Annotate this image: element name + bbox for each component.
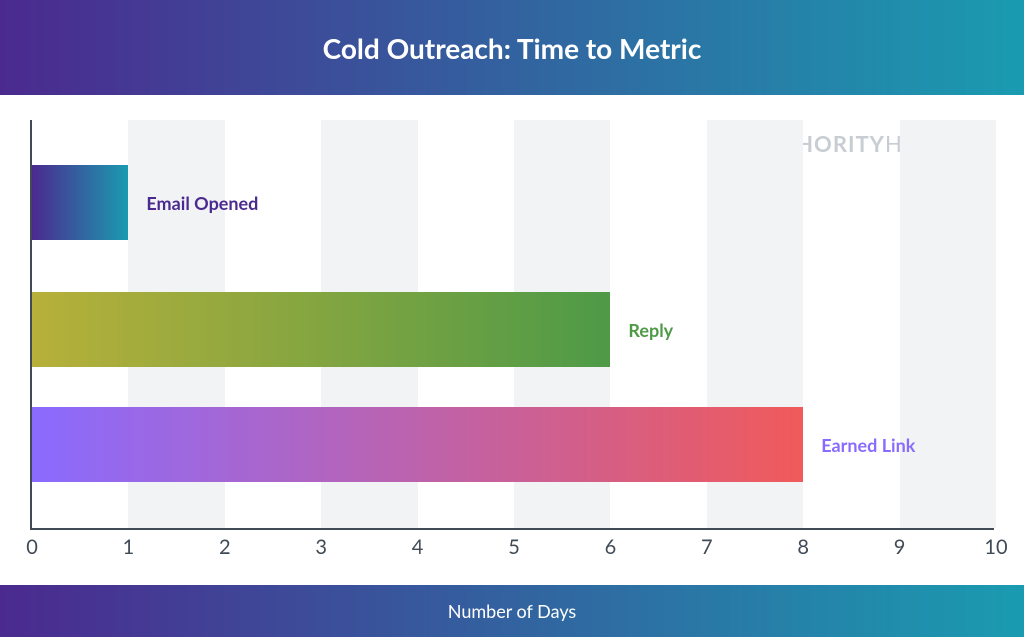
x-tick: 8: [797, 535, 809, 559]
x-tick: 7: [701, 535, 713, 559]
x-tick: 2: [219, 535, 231, 559]
x-tick: 1: [123, 535, 135, 559]
x-axis-label: Number of Days: [448, 600, 576, 622]
x-tick: 6: [605, 535, 617, 559]
x-tick: 0: [26, 535, 38, 559]
bar-label-email-opened: Email Opened: [146, 192, 258, 214]
chart-title: Cold Outreach: Time to Metric: [323, 31, 702, 65]
x-tick: 10: [984, 535, 1007, 559]
x-tick: 3: [315, 535, 327, 559]
footer: Number of Days: [0, 585, 1024, 637]
x-tick: 4: [412, 535, 424, 559]
grid-band: [900, 120, 996, 528]
bar-email-opened: [32, 165, 128, 240]
header: Cold Outreach: Time to Metric: [0, 0, 1024, 95]
bar-reply: [32, 292, 610, 367]
plot: Email OpenedReplyEarned Link012345678910: [30, 120, 994, 530]
bar-label-reply: Reply: [628, 319, 673, 341]
bar-earned-link: [32, 407, 803, 482]
bar-label-earned-link: Earned Link: [821, 434, 915, 456]
x-tick: 5: [508, 535, 520, 559]
x-tick: 9: [894, 535, 906, 559]
chart-area: AUTHORITYHACKER Email OpenedReplyEarned …: [0, 95, 1024, 585]
